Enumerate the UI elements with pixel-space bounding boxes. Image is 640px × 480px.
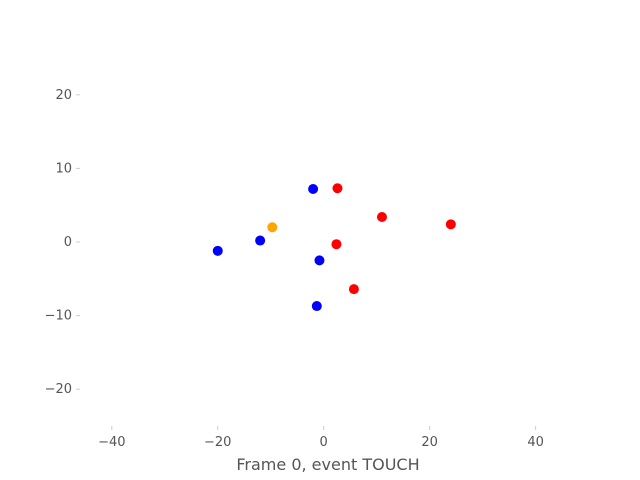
x-tick-label: 40	[527, 435, 544, 450]
data-point	[376, 211, 387, 222]
y-axis-ticks: −20 −10 0 10 20	[45, 88, 80, 397]
data-point	[332, 183, 343, 194]
y-tick-label: 20	[55, 88, 72, 103]
data-point	[314, 255, 325, 266]
data-point	[267, 222, 278, 233]
x-axis-label: Frame 0, event TOUCH	[236, 455, 419, 474]
data-point	[308, 184, 319, 195]
data-points	[212, 183, 456, 312]
data-point	[255, 235, 266, 246]
y-tick-label: 10	[55, 161, 72, 176]
y-tick-label: 0	[64, 235, 72, 250]
x-tick-label: 0	[320, 435, 328, 450]
x-tick-label: −40	[98, 435, 125, 450]
x-axis-ticks: −40 −20 0 20 40	[98, 426, 544, 450]
data-point	[331, 239, 342, 250]
x-tick-label: 20	[421, 435, 438, 450]
data-point	[445, 219, 456, 230]
data-point	[212, 245, 223, 256]
y-tick-label: −10	[45, 309, 72, 324]
data-point	[311, 301, 322, 312]
x-tick-label: −20	[204, 435, 231, 450]
y-tick-label: −20	[45, 382, 72, 397]
data-point	[348, 284, 359, 295]
